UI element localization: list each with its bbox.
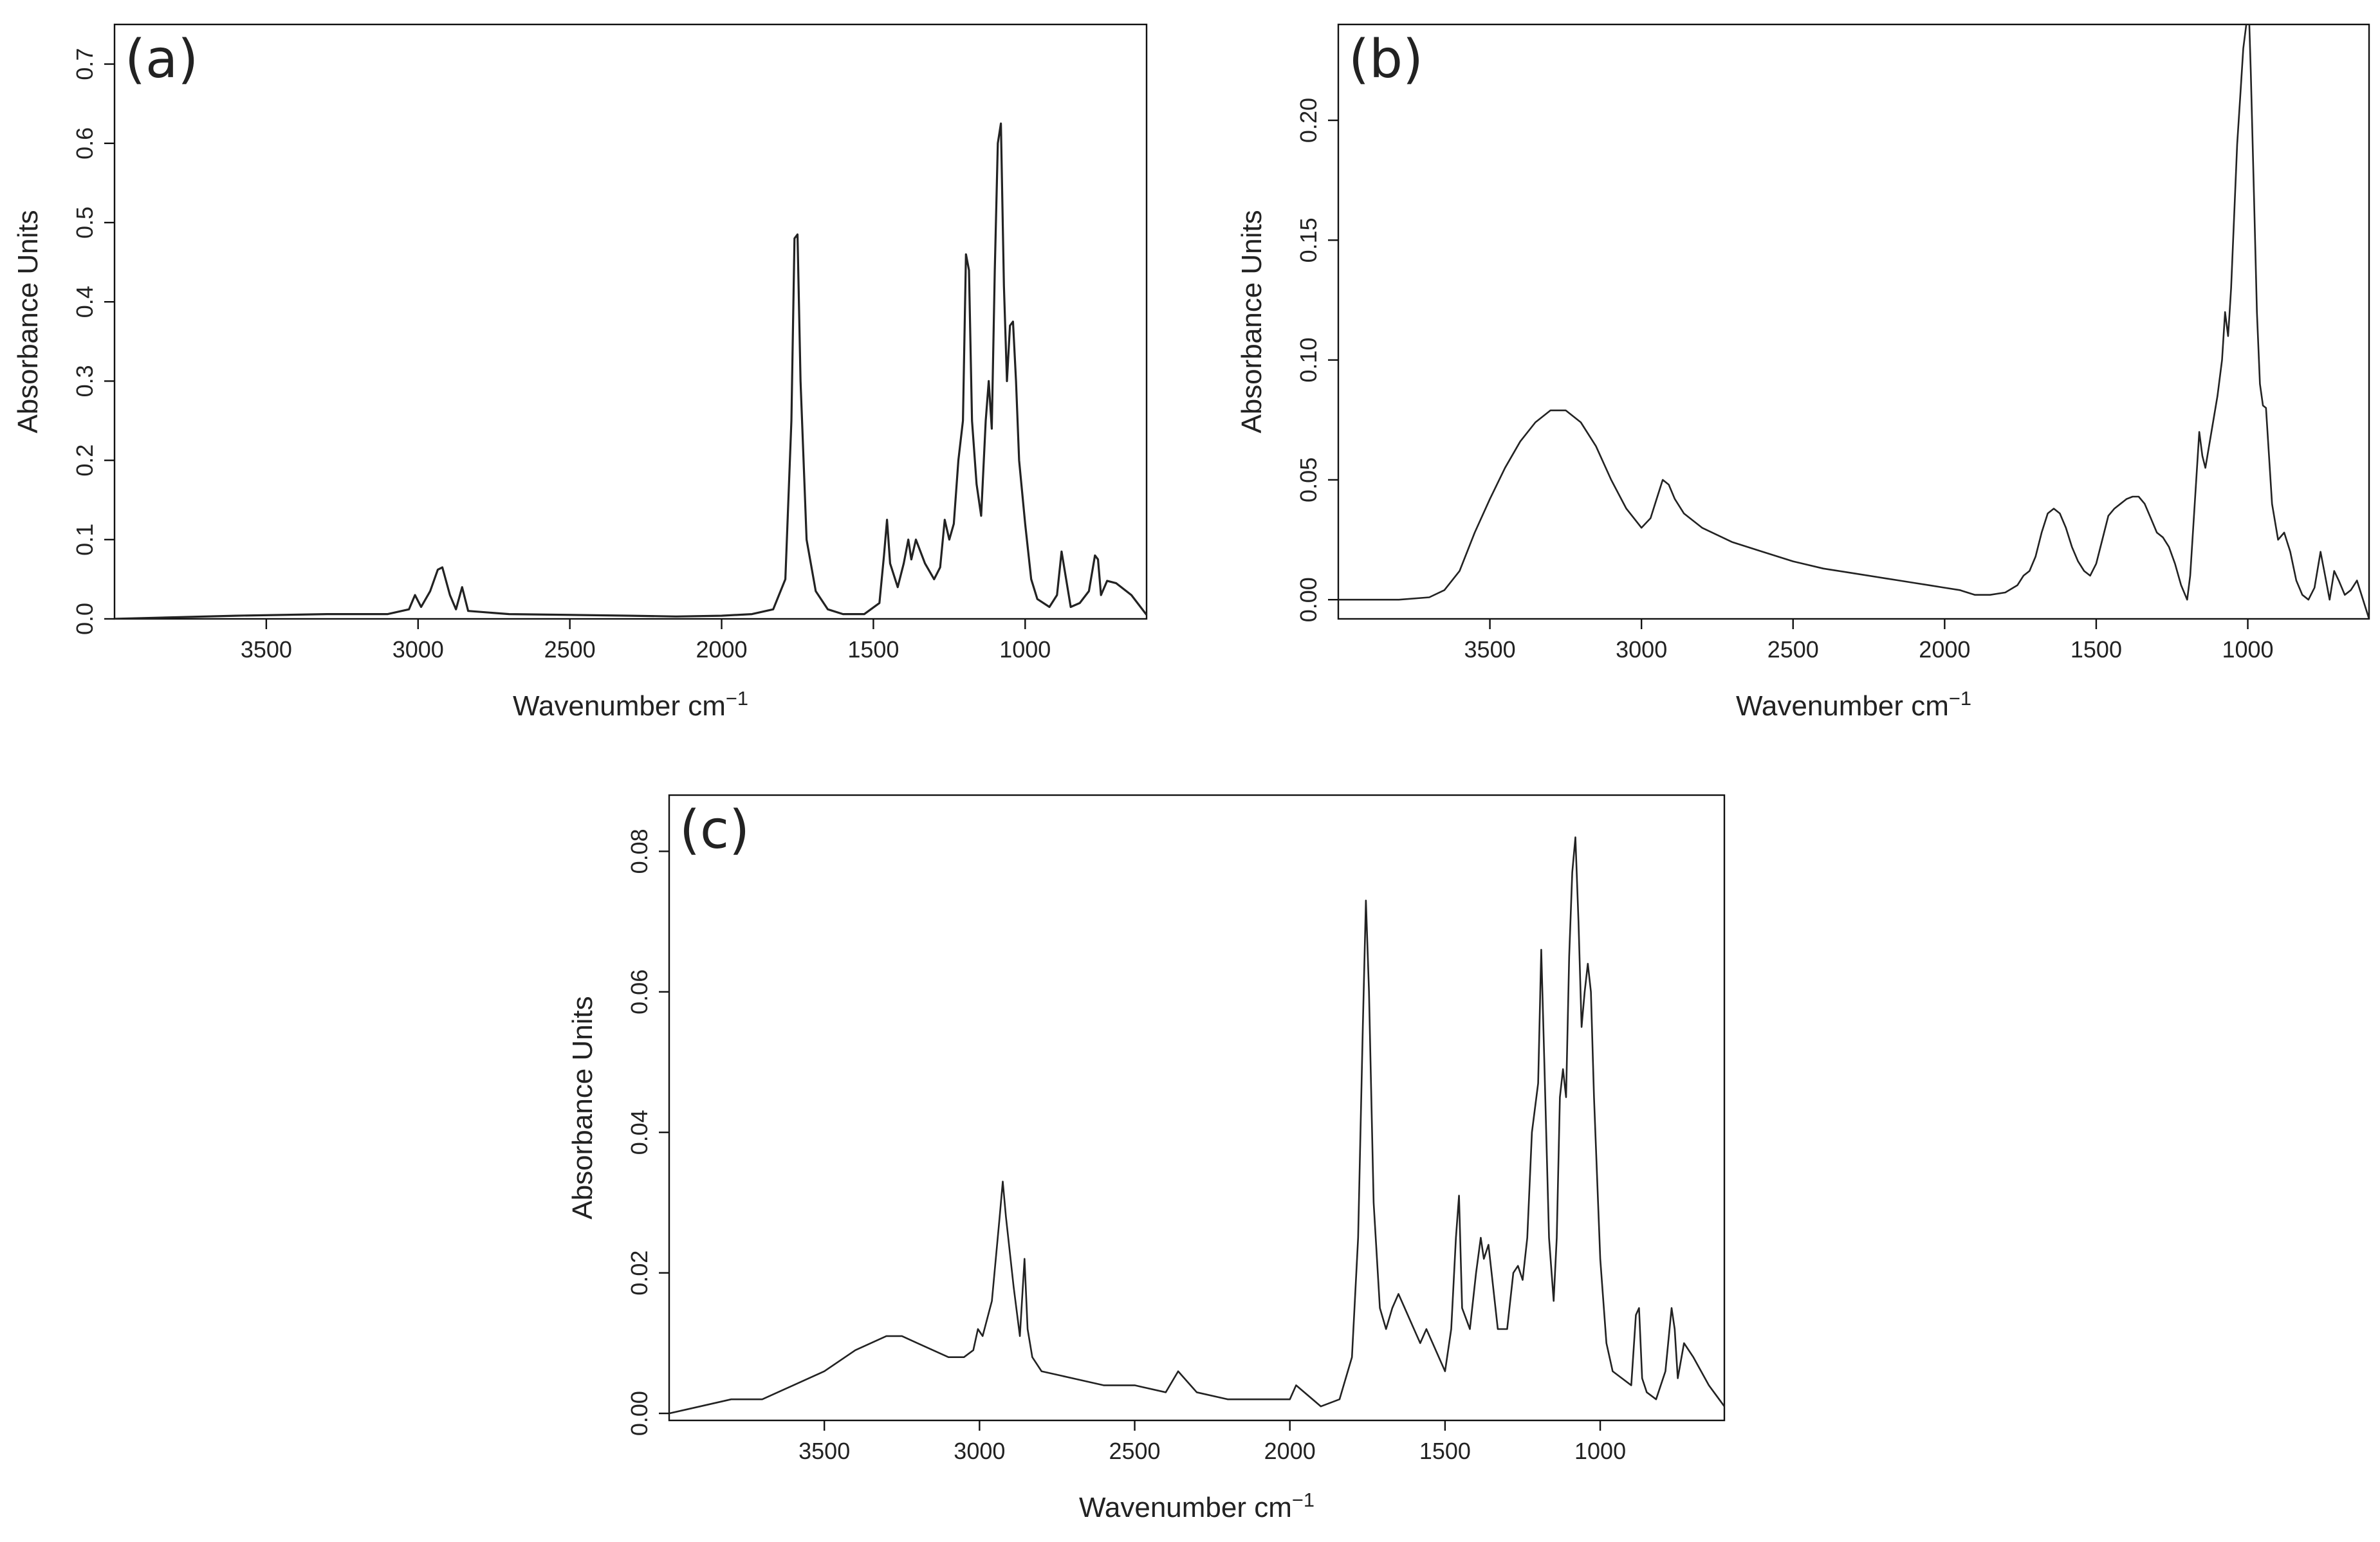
x-tick-label: 2000	[1264, 1438, 1316, 1464]
panel-a: 3500 3000 2500 2000 1500 1000 0.0 0.1 0.2 0.3 0.4 0…	[12, 23, 1148, 722]
y-tick-label: 0.05	[1295, 457, 1322, 502]
y-axis-label: Absorbance Units	[567, 996, 598, 1219]
panel-c: 3500 3000 2500 2000 1500 1000 0.00 0.02 0.04 0.06…	[567, 794, 1726, 1523]
x-tick-label: 3500	[798, 1438, 850, 1464]
y-tick-label: 0.08	[626, 829, 652, 874]
x-tick-label: 3500	[241, 636, 292, 663]
x-tick-label: 1000	[2222, 636, 2273, 663]
x-tick-label: 2500	[544, 636, 596, 663]
y-tick-label: 0.4	[71, 286, 98, 318]
x-tick-label: 2000	[1919, 636, 1970, 663]
x-axis-label: Wavenumber cm−1	[1736, 687, 1971, 722]
plot-frame	[113, 23, 1148, 620]
y-tick-label: 0.5	[71, 207, 98, 239]
y-tick-label: 0.0	[71, 603, 98, 635]
x-axis-label: Wavenumber cm−1	[1079, 1489, 1315, 1523]
x-tick-label: 2500	[1109, 1438, 1160, 1464]
y-tick-label: 0.10	[1295, 338, 1322, 383]
y-axis-label: Absorbance Units	[1236, 210, 1268, 433]
x-axis-label-text: Wavenumber cm	[513, 690, 726, 722]
x-tick-label: 1500	[847, 636, 899, 663]
x-tick-label: 3000	[1616, 636, 1667, 663]
x-axis-label-superscript: −1	[1949, 687, 1971, 710]
y-tick-label: 0.6	[71, 127, 98, 160]
spectrum-line	[115, 122, 1147, 619]
x-axis-label-text: Wavenumber cm	[1079, 1492, 1292, 1523]
y-tick-label: 0.00	[626, 1391, 652, 1436]
y-tick-label: 0.7	[71, 48, 98, 80]
y-tick-label: 0.2	[71, 445, 98, 477]
x-tick-label: 1500	[1419, 1438, 1471, 1464]
x-tick-label: 3000	[392, 636, 444, 663]
panel-label: (c)	[679, 800, 750, 861]
x-tick-label: 1500	[2071, 636, 2122, 663]
plot-frame	[668, 794, 1726, 1422]
spectrum-line	[1338, 24, 2369, 619]
x-axis-label-superscript: −1	[1292, 1489, 1315, 1511]
x-tick-label: 2000	[696, 636, 747, 663]
y-tick-label: 0.15	[1295, 217, 1322, 262]
y-tick-label: 0.02	[626, 1251, 652, 1296]
y-tick-label: 0.20	[1295, 98, 1322, 143]
y-axis-label: Absorbance Units	[12, 210, 44, 433]
x-axis-label-text: Wavenumber cm	[1736, 690, 1949, 722]
plot-frame	[1337, 23, 2370, 620]
x-tick-label: 3500	[1464, 636, 1516, 663]
panel-label: (b)	[1349, 29, 1423, 90]
spectrum-line	[669, 836, 1724, 1415]
x-tick-label: 1000	[999, 636, 1051, 663]
x-tick-label: 3000	[954, 1438, 1005, 1464]
y-tick-label: 0.3	[71, 365, 98, 397]
y-tick-label: 0.04	[626, 1110, 652, 1155]
x-axis-label: Wavenumber cm−1	[513, 687, 748, 722]
panel-b: 3500 3000 2500 2000 1500 1000 0.00 0.05 0.10 0.15…	[1236, 23, 2370, 722]
y-tick-label: 0.06	[626, 969, 652, 1014]
panel-label: (a)	[125, 29, 198, 90]
x-tick-label: 2500	[1767, 636, 1819, 663]
y-tick-label: 0.00	[1295, 577, 1322, 622]
x-tick-label: 1000	[1574, 1438, 1626, 1464]
x-axis-label-superscript: −1	[726, 687, 748, 710]
y-tick-label: 0.1	[71, 524, 98, 556]
